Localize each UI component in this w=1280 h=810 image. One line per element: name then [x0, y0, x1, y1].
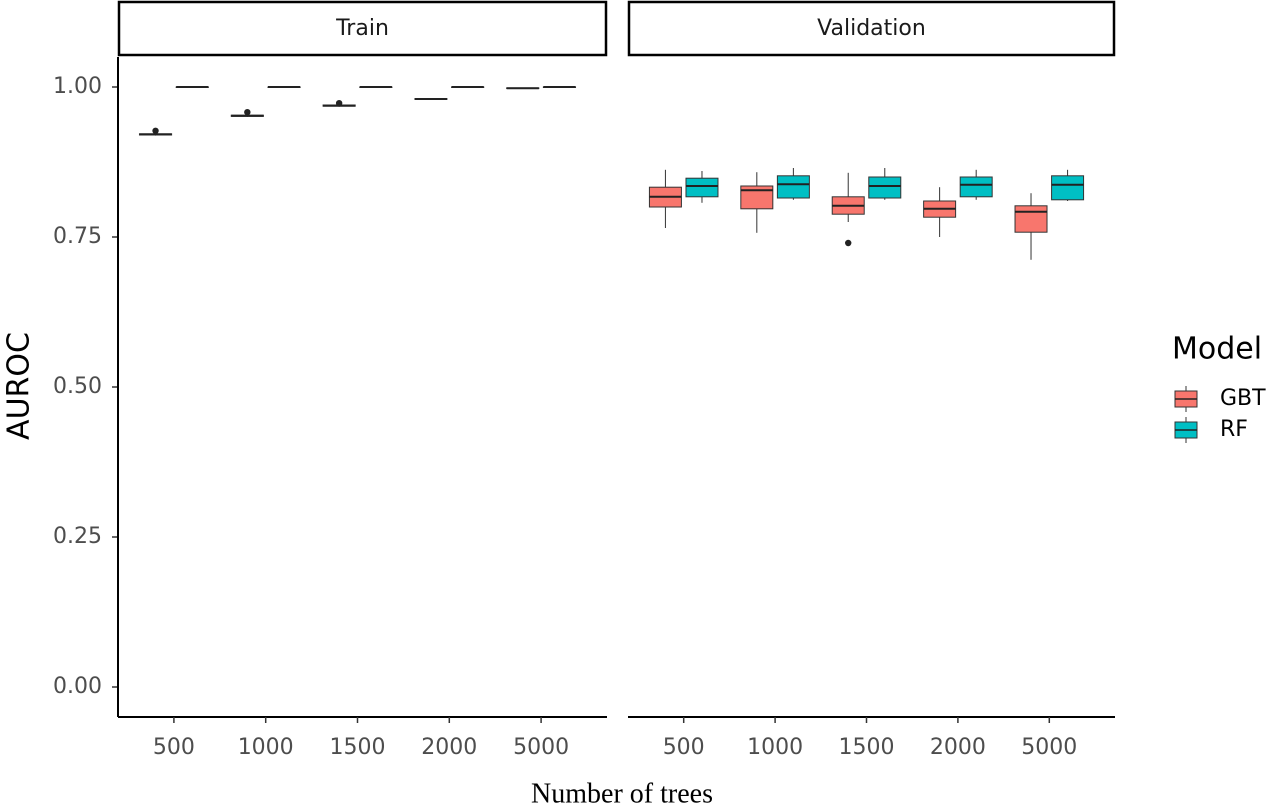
legend-label: GBT: [1220, 386, 1266, 411]
strip-title: Validation: [817, 16, 926, 41]
box: [959, 176, 993, 198]
x-tick-label: 2000: [930, 735, 986, 760]
box: [1051, 175, 1085, 201]
x-tick-label: 1000: [747, 735, 803, 760]
x-tick-label: 1500: [839, 735, 895, 760]
box: [685, 177, 719, 198]
strip: [117, 0, 608, 57]
y-tick-label: 0.50: [53, 374, 102, 399]
x-tick-label: 500: [663, 735, 705, 760]
x-tick-label: 2000: [421, 735, 477, 760]
strip: [627, 0, 1116, 57]
x-tick-label: 5000: [513, 735, 569, 760]
box: [776, 175, 810, 199]
outlier: [244, 109, 251, 116]
box: [868, 176, 902, 199]
x-axis-title: Number of trees: [531, 778, 713, 809]
legend-title: Model: [1172, 332, 1262, 367]
x-tick-label: 5000: [1021, 735, 1077, 760]
y-tick-label: 0.75: [53, 224, 102, 249]
outlier: [335, 100, 343, 107]
legend-label: RF: [1220, 417, 1248, 442]
x-tick-label: 500: [153, 735, 195, 760]
y-tick-label: 0.00: [53, 674, 102, 699]
y-axis-title: AUROC: [2, 332, 37, 440]
strip-title: Train: [335, 16, 389, 41]
box: [1014, 205, 1048, 233]
y-tick-label: 0.25: [53, 524, 102, 549]
y-tick-label: 1.00: [53, 74, 102, 99]
box: [740, 185, 774, 210]
outlier: [152, 127, 159, 134]
x-tick-label: 1000: [238, 735, 294, 760]
outlier: [845, 239, 852, 247]
x-tick-label: 1500: [330, 735, 386, 760]
